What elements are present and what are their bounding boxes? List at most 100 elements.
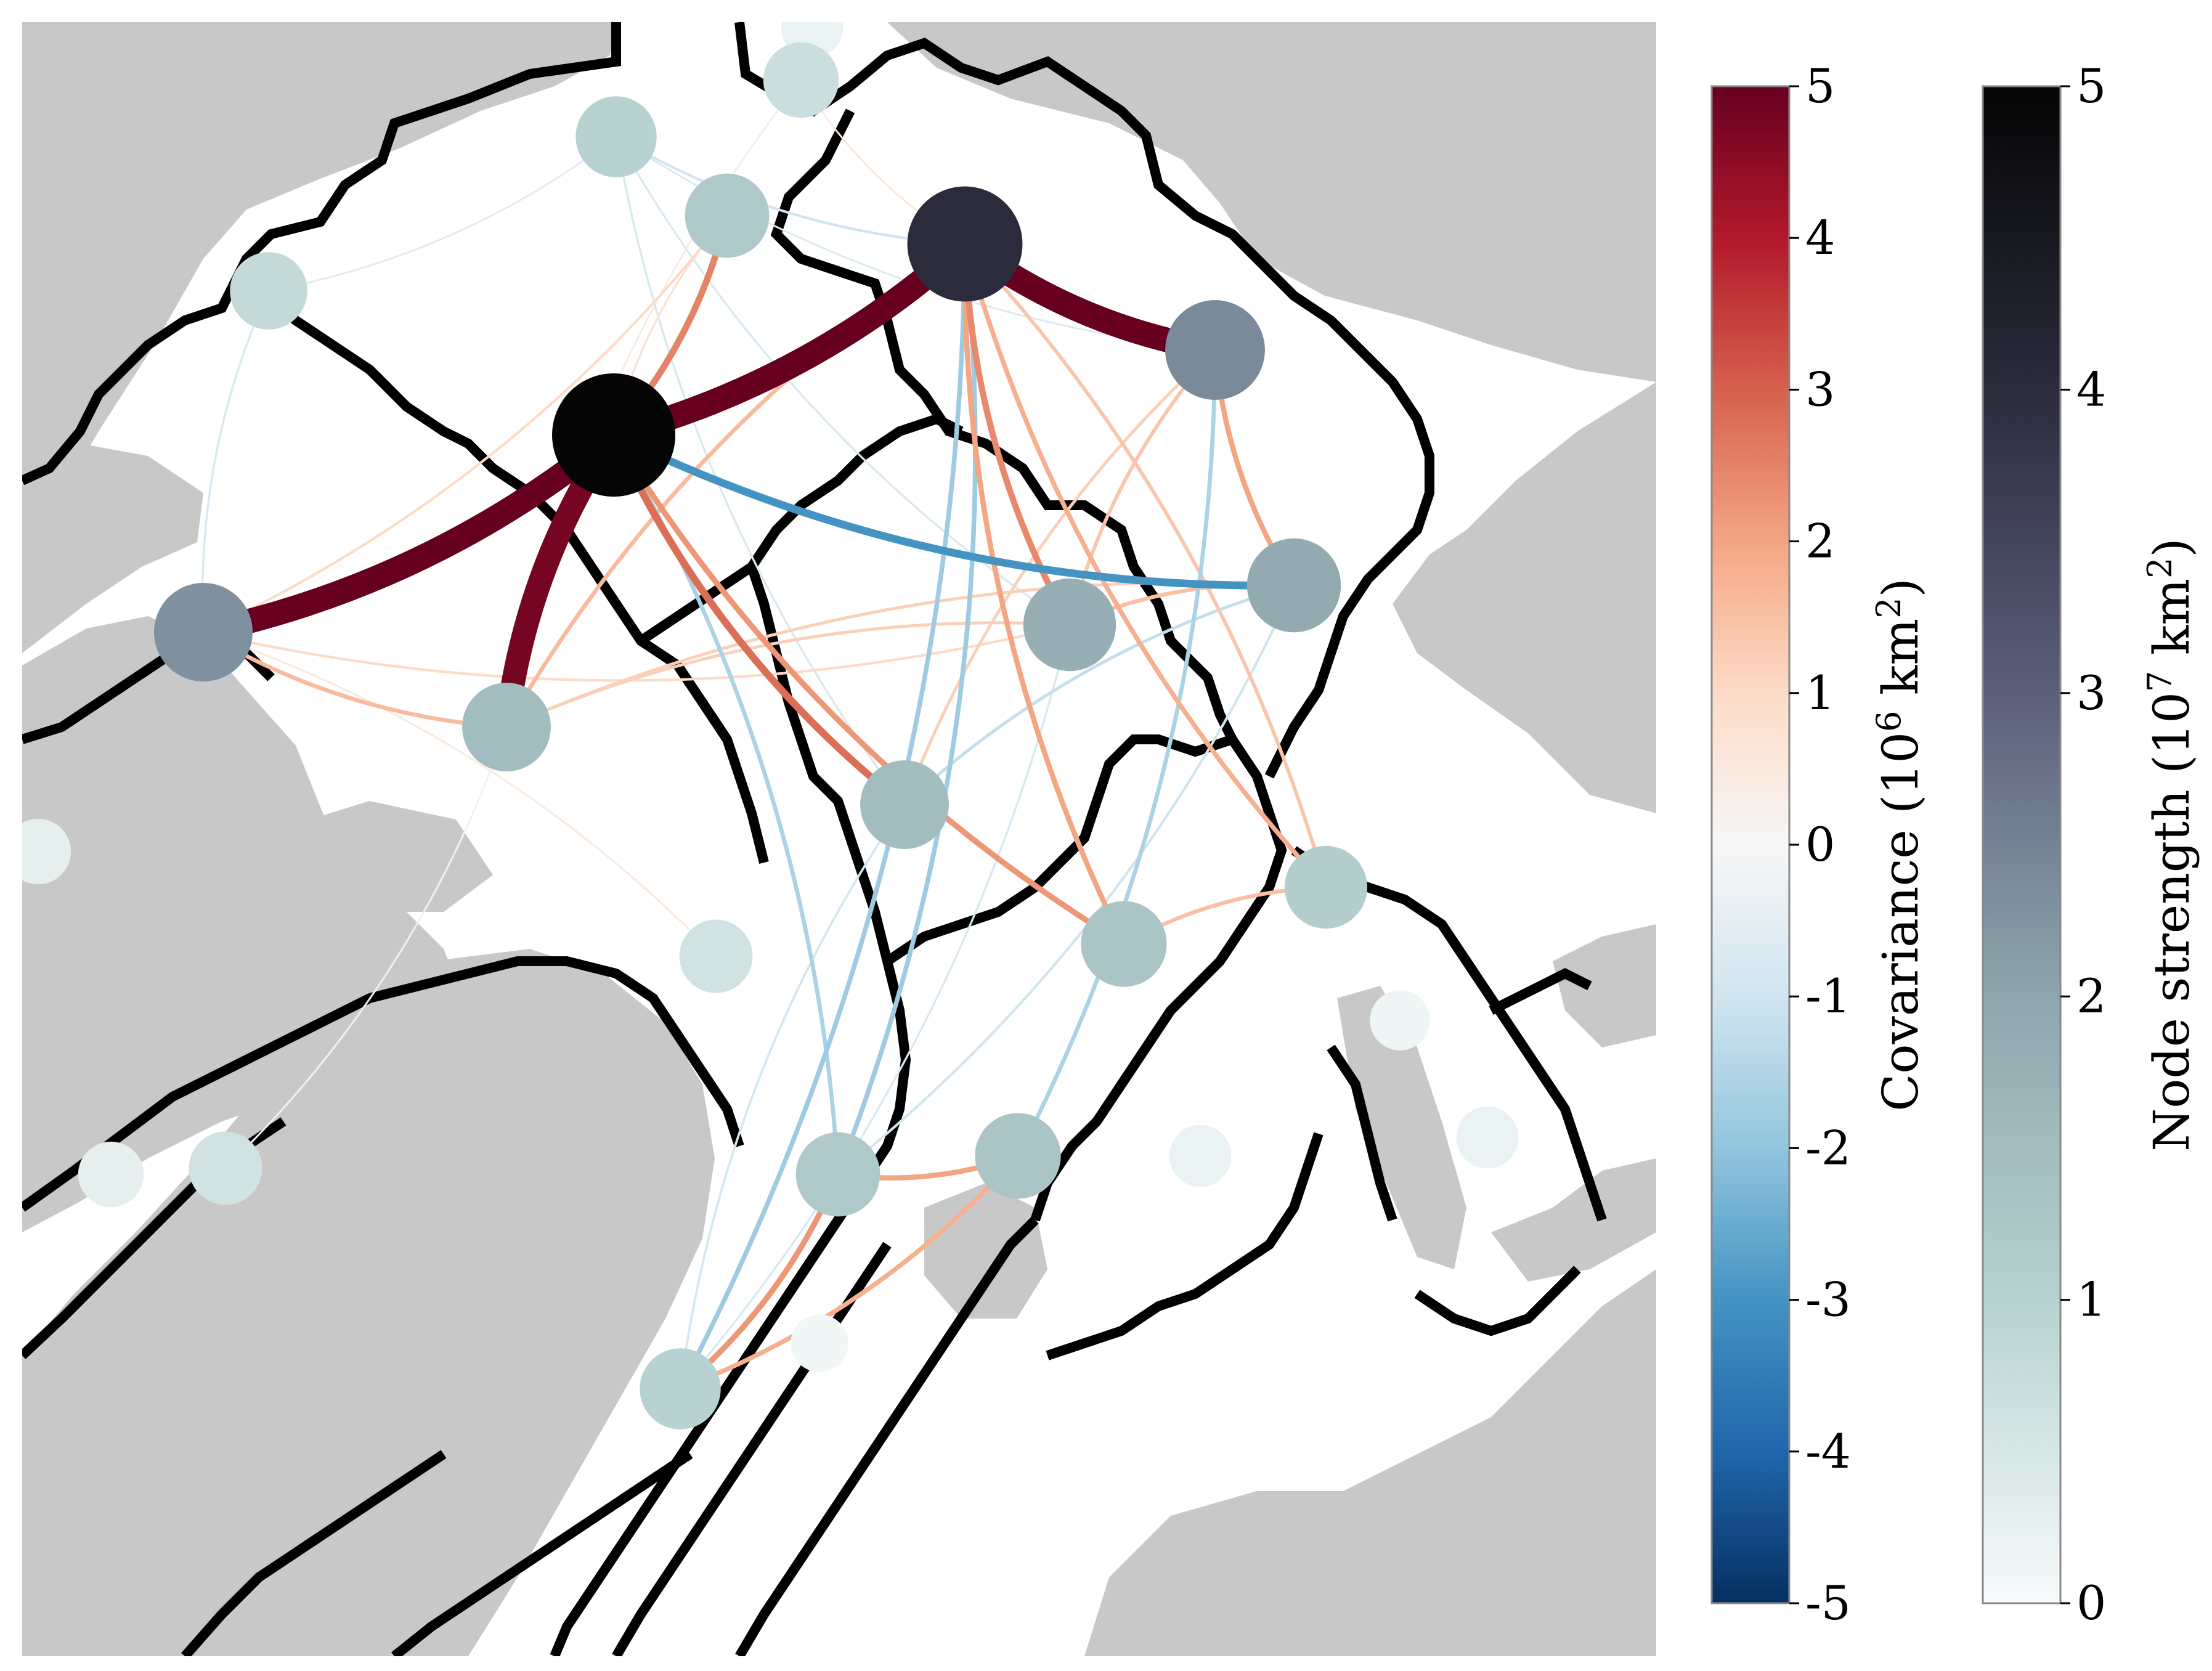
network-edge bbox=[267, 136, 617, 292]
colorbar-tick-label: -2 bbox=[1805, 1120, 1851, 1175]
network-node bbox=[153, 582, 253, 682]
network-node bbox=[575, 96, 657, 177]
network-node bbox=[860, 760, 949, 849]
network-edge bbox=[202, 631, 717, 957]
land-masses bbox=[22, 22, 1656, 1656]
land-top-right bbox=[887, 22, 1656, 382]
covariance-colorbar-ticks: 5 4 3 2 1 0 -1 -2 -3 -4 -5 bbox=[1789, 59, 1851, 1630]
colorbar-tick-label: 0 bbox=[1805, 817, 1835, 872]
network-node bbox=[1081, 901, 1167, 987]
colorbar-tick-label: -3 bbox=[1805, 1272, 1851, 1327]
border-20 bbox=[1327, 1044, 1397, 1222]
colorbar-tick-label: -1 bbox=[1805, 969, 1851, 1023]
network-node bbox=[685, 173, 770, 258]
colorbar-tick-label: 5 bbox=[2076, 59, 2106, 113]
network-node bbox=[1456, 1106, 1519, 1169]
node-strength-colorbar: 5 4 3 2 1 0 Node strength (107 km2) bbox=[1982, 59, 2200, 1630]
network-node bbox=[763, 42, 839, 118]
network-edge bbox=[962, 241, 1127, 947]
network-edge bbox=[611, 432, 1127, 947]
land-right bbox=[1393, 382, 1656, 813]
covariance-colorbar-label: Covariance (106 km2) bbox=[1869, 578, 1929, 1112]
network-node bbox=[1284, 845, 1368, 929]
land-island-1 bbox=[290, 801, 493, 912]
network-edge bbox=[615, 136, 1071, 626]
colorbar-tick-label: 5 bbox=[1805, 59, 1835, 113]
network-node bbox=[1246, 538, 1341, 633]
network-edge bbox=[678, 1153, 1020, 1391]
land-northwest-coast bbox=[22, 444, 203, 653]
land-right-3 bbox=[1553, 924, 1656, 1047]
colorbar-tick-label: 0 bbox=[2076, 1575, 2106, 1630]
network-edge bbox=[505, 621, 1071, 729]
node-strength-colorbar-gradient bbox=[1982, 85, 2062, 1604]
border-15 bbox=[612, 1242, 892, 1656]
network-edge bbox=[679, 803, 906, 1390]
network-nodes bbox=[22, 22, 1519, 1429]
border-16 bbox=[1046, 1132, 1324, 1360]
network-edge bbox=[903, 348, 1217, 807]
border-18 bbox=[181, 1450, 447, 1656]
colorbar-tick-label: -4 bbox=[1805, 1424, 1851, 1479]
land-greenland bbox=[22, 949, 715, 1656]
border-14 bbox=[735, 1216, 1039, 1656]
network-node bbox=[791, 1314, 848, 1372]
border-19 bbox=[391, 1450, 693, 1656]
covariance-colorbar-gradient bbox=[1710, 85, 1791, 1604]
network-node bbox=[462, 683, 551, 771]
network-node bbox=[1023, 578, 1116, 672]
colorbar-tick-label: 2 bbox=[1805, 514, 1835, 569]
land-scandinavia bbox=[1084, 1269, 1656, 1656]
network-node bbox=[1169, 1124, 1232, 1187]
node-strength-colorbar-label: Node strength (107 km2) bbox=[2141, 538, 2200, 1151]
network-edge bbox=[191, 423, 626, 644]
network-edge bbox=[610, 431, 908, 808]
network-edge bbox=[836, 583, 1296, 1176]
colorbar-tick-label: 1 bbox=[2076, 1272, 2106, 1327]
border-1 bbox=[22, 22, 621, 486]
border-5 bbox=[638, 413, 964, 645]
border-9 bbox=[1291, 846, 1607, 1222]
network-node bbox=[795, 1132, 880, 1217]
network-node bbox=[189, 1131, 262, 1205]
colorbar-tick-label: 1 bbox=[1805, 665, 1835, 720]
land-island-2 bbox=[86, 727, 173, 801]
network-edge bbox=[836, 242, 978, 1177]
colorbar-tick-label: -5 bbox=[1805, 1575, 1851, 1630]
network-edge bbox=[679, 624, 1071, 1390]
border-21 bbox=[1489, 968, 1592, 1015]
network-node bbox=[679, 919, 753, 993]
network-edge bbox=[609, 431, 1298, 590]
network-edge bbox=[224, 726, 508, 1169]
border-12 bbox=[22, 956, 744, 1212]
map-panel bbox=[22, 22, 1656, 1656]
border-7 bbox=[884, 734, 1234, 966]
node-strength-colorbar-ticks: 5 4 3 2 1 0 bbox=[2060, 59, 2106, 1630]
network-node bbox=[1370, 990, 1430, 1051]
network-node bbox=[22, 818, 71, 885]
network-edge bbox=[201, 623, 1071, 682]
border-3 bbox=[770, 108, 1237, 742]
border-6 bbox=[550, 565, 911, 1656]
land-novaya-zemlya bbox=[1337, 986, 1466, 1269]
border-10 bbox=[1264, 341, 1434, 779]
network-edge bbox=[962, 242, 1328, 890]
colorbar-tick-label: 3 bbox=[2076, 665, 2106, 720]
colorbar-tick-label: 4 bbox=[1805, 210, 1835, 265]
network-edge bbox=[1015, 348, 1218, 1158]
border-17 bbox=[1414, 1266, 1581, 1336]
network-edge bbox=[963, 242, 1328, 889]
land-bottom-right-2 bbox=[1491, 1158, 1656, 1282]
network-edge bbox=[201, 214, 729, 634]
network-node bbox=[1165, 300, 1265, 400]
colorbar-tick-label: 3 bbox=[1805, 362, 1835, 417]
network-node bbox=[975, 1113, 1061, 1199]
network-edge bbox=[615, 136, 906, 806]
network-edge bbox=[903, 583, 1296, 807]
network-node bbox=[907, 186, 1023, 302]
network-node bbox=[78, 1141, 144, 1208]
colorbar-tick-label: 4 bbox=[2076, 362, 2106, 417]
covariance-colorbar: 5 4 3 2 1 0 -1 -2 -3 -4 -5 Covariance (106 km2) bbox=[1710, 59, 1929, 1630]
network-node bbox=[640, 1348, 721, 1429]
